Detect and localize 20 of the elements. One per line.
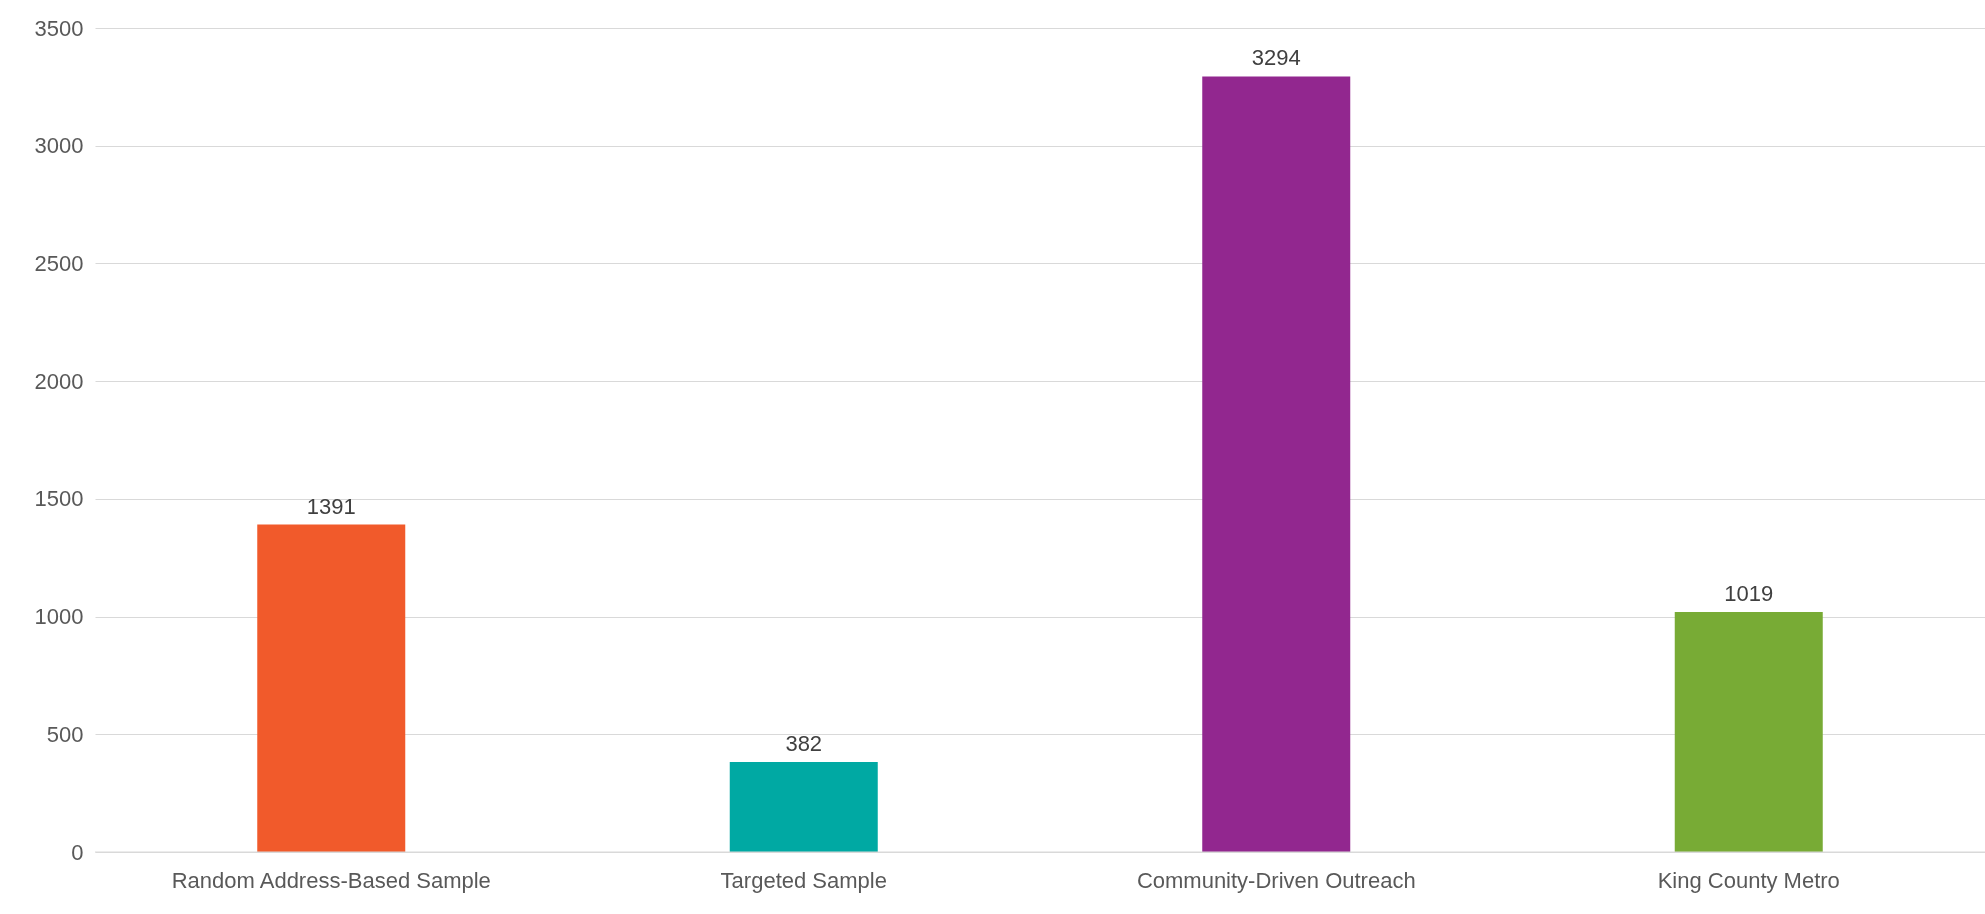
y-tick-label: 1000 [34,604,84,630]
y-tick-label: 500 [46,721,84,747]
y-tick-label: 1500 [34,486,84,512]
y-tick-label: 3500 [34,15,84,41]
data-label: 3294 [1251,45,1301,71]
data-label: 1391 [306,493,356,519]
data-label: 382 [785,731,823,757]
y-tick-label: 3000 [34,133,84,159]
x-tick-label: Random Address-Based Sample [171,867,491,893]
y-tick-label: 2500 [34,250,84,276]
y-tick-label: 0 [71,839,84,865]
bar [729,762,878,852]
x-tick-label: Targeted Sample [720,867,887,893]
bar [257,524,406,852]
bar [1202,76,1351,852]
bar [1674,612,1823,852]
x-tick-label: Community-Driven Outreach [1136,867,1416,893]
y-tick-label: 2000 [34,368,84,394]
x-tick-label: King County Metro [1657,867,1840,893]
data-label: 1019 [1724,581,1774,607]
